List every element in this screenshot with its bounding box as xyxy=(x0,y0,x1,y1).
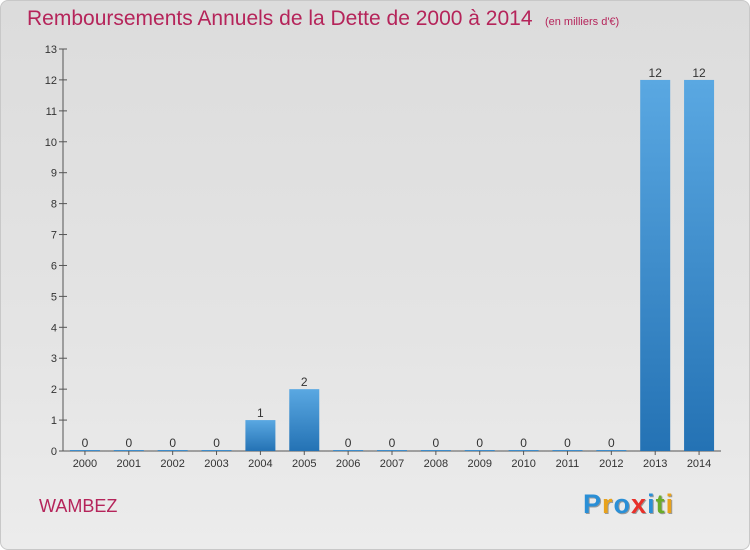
value-label-2001: 0 xyxy=(125,436,132,450)
x-tick-label-2010: 2010 xyxy=(511,458,535,470)
x-tick-label-2001: 2001 xyxy=(117,458,141,470)
x-tick-label-2009: 2009 xyxy=(467,458,491,470)
bar-2002 xyxy=(157,450,188,451)
value-label-2006: 0 xyxy=(345,436,352,450)
value-label-2013: 12 xyxy=(649,66,663,80)
x-tick-label-2014: 2014 xyxy=(687,458,711,470)
x-tick-label-2006: 2006 xyxy=(336,458,360,470)
logo-letter: r xyxy=(602,489,614,519)
logo-letter: o xyxy=(613,489,632,519)
y-tick-label: 6 xyxy=(51,260,57,272)
y-tick-label: 4 xyxy=(51,322,57,334)
bar-2011 xyxy=(552,450,583,451)
y-tick-label: 9 xyxy=(51,168,57,180)
value-label-2007: 0 xyxy=(389,436,396,450)
value-label-2002: 0 xyxy=(169,436,176,450)
x-tick-label-2007: 2007 xyxy=(380,458,404,470)
bar-2009 xyxy=(464,450,495,451)
y-tick-label: 8 xyxy=(51,199,57,211)
x-tick-label-2008: 2008 xyxy=(424,458,448,470)
logo-letter: i xyxy=(647,489,656,519)
value-label-2012: 0 xyxy=(608,436,615,450)
value-label-2004: 1 xyxy=(257,406,264,420)
logo-letter: P xyxy=(583,489,603,519)
bar-2005 xyxy=(289,389,320,451)
y-tick-label: 13 xyxy=(45,44,57,56)
bar-2004 xyxy=(245,420,276,451)
x-tick-label-2012: 2012 xyxy=(599,458,623,470)
bar-2013 xyxy=(640,79,671,451)
bar-2007 xyxy=(377,450,407,451)
y-tick-label: 10 xyxy=(45,137,57,149)
bar-2000 xyxy=(69,450,100,451)
x-tick-label-2000: 2000 xyxy=(73,458,97,470)
bar-2001 xyxy=(113,450,144,451)
value-label-2014: 12 xyxy=(692,66,706,80)
x-tick-label-2004: 2004 xyxy=(248,458,272,470)
x-tick-label-2013: 2013 xyxy=(643,458,667,470)
y-tick-label: 2 xyxy=(51,384,57,396)
y-tick-label: 0 xyxy=(51,446,57,458)
bar-2014 xyxy=(684,79,715,451)
logo-letter: t xyxy=(655,489,666,519)
title-block: Remboursements Annuels de la Dette de 20… xyxy=(27,7,619,31)
bar-2008 xyxy=(420,450,451,451)
value-label-2011: 0 xyxy=(564,436,571,450)
y-tick-label: 5 xyxy=(51,291,57,303)
y-tick-label: 11 xyxy=(46,106,57,118)
bar-2003 xyxy=(201,450,232,451)
x-tick-label-2003: 2003 xyxy=(204,458,228,470)
chart-title: Remboursements Annuels de la Dette de 20… xyxy=(27,7,533,30)
bar-2012 xyxy=(596,450,627,451)
bar-2006 xyxy=(333,450,364,451)
chart-subtitle: (en milliers d'€) xyxy=(544,16,620,28)
logo-letter: x xyxy=(631,489,648,519)
value-label-2003: 0 xyxy=(213,436,220,450)
y-tick-label: 7 xyxy=(51,230,57,242)
x-tick-label-2005: 2005 xyxy=(292,458,316,470)
logo-letter: i xyxy=(665,489,675,519)
y-tick-label: 3 xyxy=(51,353,57,365)
x-tick-label-2011: 2011 xyxy=(556,458,580,470)
value-label-2005: 2 xyxy=(301,375,308,389)
proxiti-logo: Proxiti xyxy=(583,489,674,520)
x-tick-label-2002: 2002 xyxy=(160,458,184,470)
x-ticks: 2000 2001 2002 2003 2004 2005 2006 2007 2008 2009… xyxy=(73,451,711,470)
bar-2010 xyxy=(508,450,539,451)
value-label-2010: 0 xyxy=(520,436,527,450)
value-label-2008: 0 xyxy=(433,436,440,450)
y-tick-label: 12 xyxy=(45,75,57,87)
commune-name: WAMBEZ xyxy=(39,496,118,516)
value-label-2009: 0 xyxy=(476,436,483,450)
value-label-2000: 0 xyxy=(82,436,89,450)
y-tick-label: 1 xyxy=(51,415,57,427)
